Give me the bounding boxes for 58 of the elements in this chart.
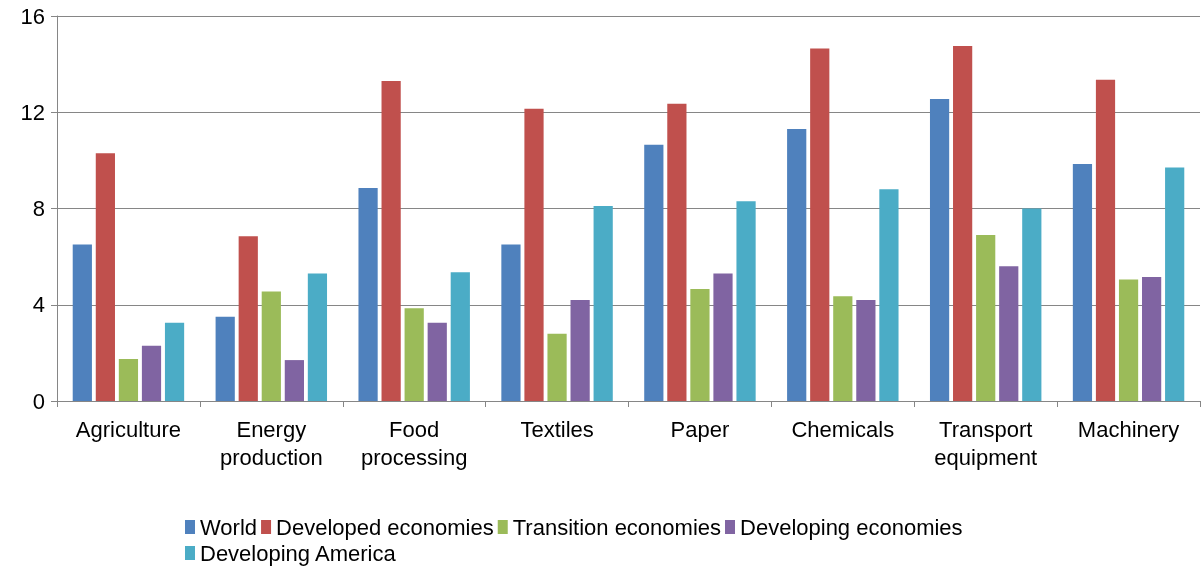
- bar: [427, 322, 447, 401]
- bar: [381, 80, 401, 401]
- bar: [141, 345, 162, 401]
- bar: [833, 296, 853, 401]
- bar: [999, 266, 1019, 401]
- bar: [976, 234, 996, 401]
- x-tick-label: Food processing: [360, 416, 468, 470]
- bar: [1118, 279, 1139, 401]
- bar: [879, 189, 899, 401]
- bar: [95, 153, 115, 401]
- y-tick-label: 4: [32, 292, 45, 318]
- x-tick-label: Chemicals: [791, 416, 895, 442]
- bar: [856, 299, 876, 401]
- bar: [593, 206, 613, 401]
- legend-label: Developing economies: [740, 514, 963, 540]
- bar: [810, 48, 830, 401]
- bar: [404, 308, 424, 401]
- bar: [547, 333, 567, 401]
- bar: [1095, 79, 1116, 401]
- legend-label: Developing America: [200, 540, 397, 566]
- bar: [524, 108, 544, 401]
- legend-label: World: [200, 514, 258, 540]
- bar: [501, 244, 521, 401]
- x-tick-label: Machinery: [1077, 416, 1180, 442]
- y-tick-label: 0: [32, 388, 45, 414]
- bar: [450, 272, 470, 401]
- bar: [570, 299, 590, 401]
- bar: [215, 316, 235, 401]
- bar: [690, 289, 710, 401]
- y-tick-label: 16: [20, 3, 45, 29]
- x-tick-label: Textiles: [520, 416, 594, 442]
- x-tick-label: Agriculture: [75, 416, 182, 442]
- bar: [118, 358, 139, 401]
- bar: [1165, 167, 1185, 401]
- bar: [929, 99, 950, 401]
- bar: [284, 360, 304, 401]
- y-tick-label: 12: [20, 99, 45, 125]
- bar: [736, 201, 756, 401]
- bar: [238, 236, 258, 401]
- legend-label: Transition economies: [512, 514, 722, 540]
- x-tick-label: Transport equipment: [934, 416, 1038, 470]
- y-tick-label: 8: [32, 196, 45, 221]
- bar: [953, 46, 973, 401]
- bar: [713, 273, 733, 401]
- bar: [667, 103, 687, 401]
- bar: [1142, 277, 1162, 401]
- bar: [787, 129, 807, 401]
- x-tick-label: Energy production: [219, 416, 323, 470]
- bar: [644, 144, 664, 401]
- bar: [261, 291, 281, 401]
- x-tick-label: Paper: [670, 416, 730, 442]
- bar: [164, 322, 185, 401]
- bar: [1072, 163, 1093, 401]
- legend-label: Developed economies: [276, 514, 494, 540]
- bar: [307, 273, 328, 401]
- bar: [72, 244, 92, 401]
- bar: [358, 188, 378, 401]
- bar: [1022, 208, 1042, 401]
